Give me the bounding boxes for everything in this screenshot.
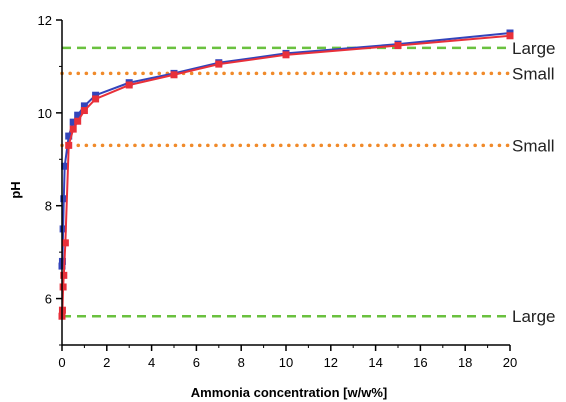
x-axis-title: Ammonia concentration [w/w%] bbox=[191, 385, 387, 400]
data-point bbox=[61, 239, 69, 247]
data-point bbox=[80, 102, 88, 110]
data-point bbox=[59, 283, 67, 291]
data-point bbox=[74, 117, 82, 125]
data-point bbox=[394, 42, 402, 50]
data-point bbox=[80, 107, 88, 115]
data-point bbox=[60, 195, 68, 203]
x-tick-label: 14 bbox=[368, 355, 382, 370]
data-point bbox=[215, 60, 223, 68]
data-point bbox=[92, 95, 100, 103]
reference-lines: Large Small Small Large bbox=[60, 39, 555, 326]
x-tick-label: 10 bbox=[279, 355, 293, 370]
reference-label: Small bbox=[512, 136, 555, 155]
data-point bbox=[65, 141, 73, 149]
y-tick-label: 12 bbox=[38, 13, 52, 28]
y-tick-label: 6 bbox=[45, 292, 52, 307]
data-point bbox=[74, 111, 82, 119]
data-point bbox=[170, 71, 178, 79]
data-point bbox=[65, 132, 73, 140]
series-line bbox=[61, 32, 511, 267]
reference-label: Large bbox=[512, 307, 555, 326]
x-tick-label: 18 bbox=[458, 355, 472, 370]
data-point bbox=[69, 118, 77, 126]
x-tick-label: 6 bbox=[193, 355, 200, 370]
data-point bbox=[60, 271, 68, 279]
series-layer bbox=[58, 29, 514, 320]
x-tick-label: 8 bbox=[238, 355, 245, 370]
series-line bbox=[61, 34, 511, 317]
x-tick-label: 20 bbox=[503, 355, 517, 370]
y-tick-label: 8 bbox=[45, 199, 52, 214]
axes: 0 2 4 6 8 10 12 14 16 18 20 6 8 10 12 bbox=[38, 13, 518, 370]
data-point bbox=[61, 162, 69, 170]
y-axis-title: pH bbox=[8, 181, 23, 198]
data-point bbox=[506, 32, 514, 40]
x-tick-label: 12 bbox=[324, 355, 338, 370]
data-point bbox=[92, 91, 100, 99]
x-tick-label: 16 bbox=[413, 355, 427, 370]
data-point bbox=[282, 51, 290, 59]
data-point bbox=[59, 225, 67, 233]
y-tick-label: 10 bbox=[38, 106, 52, 121]
reference-label: Large bbox=[512, 39, 555, 58]
data-point bbox=[125, 81, 133, 89]
data-point bbox=[69, 125, 77, 133]
x-tick-label: 4 bbox=[148, 355, 155, 370]
x-tick-label: 0 bbox=[58, 355, 65, 370]
reference-label: Small bbox=[512, 64, 555, 83]
x-tick-label: 2 bbox=[103, 355, 110, 370]
